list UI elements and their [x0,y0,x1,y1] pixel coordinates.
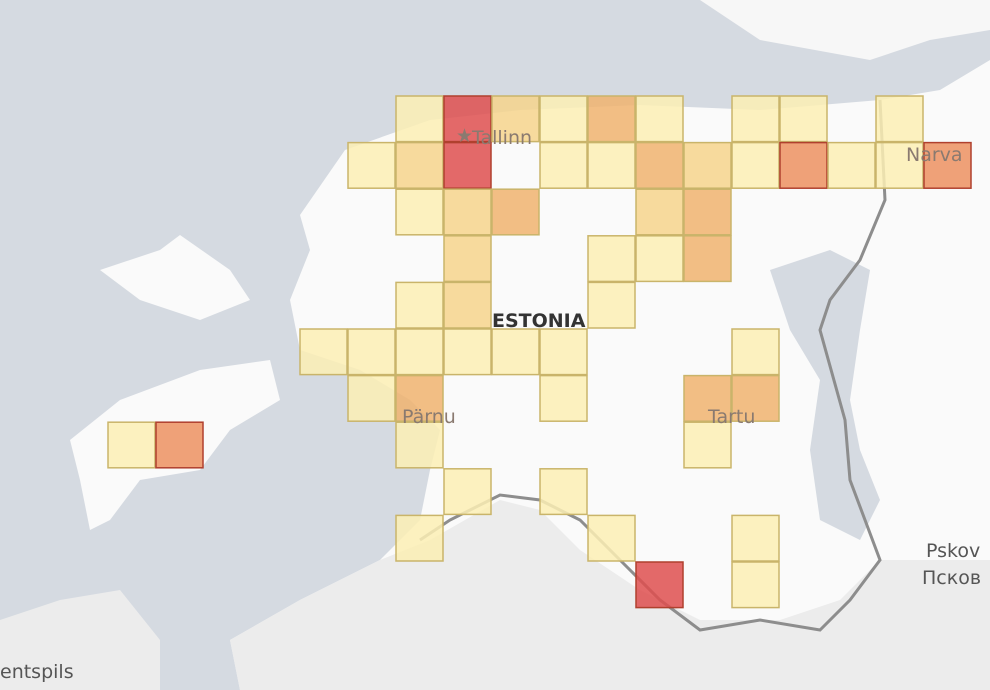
grid-cell [443,281,492,329]
grid-cell [491,328,540,376]
island [100,235,250,320]
grid-cell [491,95,540,143]
grid-cell [587,141,636,189]
grid-cell [539,374,588,422]
grid-cell [395,188,444,236]
lake [770,250,880,540]
grid-cell [731,141,780,189]
grid-cell [395,328,444,376]
grid-cell [587,281,636,329]
city-label: Tartu [707,406,755,428]
grid-cell [635,561,684,609]
grid-cell [923,141,972,189]
city-label: Tallinn [471,127,532,149]
grid-cell [683,374,732,422]
grid-cell [683,188,732,236]
grid-cell [587,95,636,143]
grid-cell [395,514,444,562]
grid-cell [539,95,588,143]
grid-cell [539,468,588,516]
grid-cells [107,95,972,609]
grid-cell [683,141,732,189]
grid-cell [443,141,492,189]
grid-cell [155,421,204,469]
grid-cell [875,95,924,143]
grid-cell [731,561,780,609]
grid-cell [443,188,492,236]
land [150,0,990,60]
grid-cell [587,235,636,283]
country-label: ESTONIA [492,310,586,332]
grid-cell [107,421,156,469]
city-label: Pärnu [402,406,456,428]
grid-cell [539,141,588,189]
grid-cell [779,95,828,143]
grid-cell [347,141,396,189]
grid-cell [395,95,444,143]
city-label: Narva [906,144,963,166]
grid-cell [539,328,588,376]
grid-cell [491,188,540,236]
grid-cell [827,141,876,189]
grid-cell [443,468,492,516]
grid-cell [731,374,780,422]
grid-cell [587,514,636,562]
grid-cell [731,328,780,376]
city-label: entspils [0,661,74,683]
grid-cell [875,141,924,189]
grid-cell [635,235,684,283]
grid-cell [443,235,492,283]
city-label: Псков [922,567,981,589]
grid-cell [635,141,684,189]
grid-cell [395,374,444,422]
city-label: Pskov [926,540,980,562]
grid-cell [731,95,780,143]
grid-cell [395,281,444,329]
grid-cell [683,235,732,283]
grid-cell [347,328,396,376]
grid-cell [347,374,396,422]
grid-cell [299,328,348,376]
grid-cell [635,188,684,236]
grid-cell [443,95,492,143]
grid-cell [683,421,732,469]
grid-cell [395,421,444,469]
grid-cell [779,141,828,189]
grid-cell [731,514,780,562]
grid-cell [395,141,444,189]
grid-cell [635,95,684,143]
land [0,590,160,690]
grid-cell [443,328,492,376]
capital-star: ★ [456,125,473,147]
